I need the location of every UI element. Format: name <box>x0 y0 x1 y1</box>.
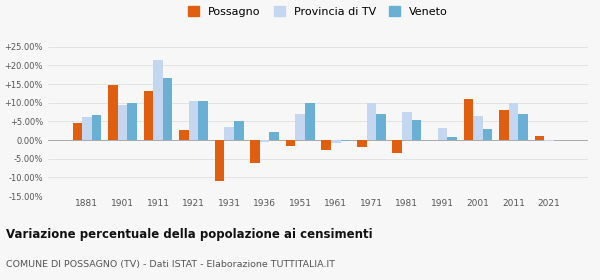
Bar <box>286 140 295 146</box>
Bar <box>357 140 367 148</box>
Bar <box>367 103 376 140</box>
Bar <box>73 123 82 140</box>
Bar <box>331 140 341 143</box>
Text: Variazione percentuale della popolazione ai censimenti: Variazione percentuale della popolazione… <box>6 228 373 241</box>
Bar <box>153 60 163 140</box>
Bar <box>464 99 473 140</box>
Bar <box>82 117 92 140</box>
Bar <box>437 128 447 140</box>
Bar <box>499 110 509 140</box>
Legend: Possagno, Provincia di TV, Veneto: Possagno, Provincia di TV, Veneto <box>184 1 452 21</box>
Bar <box>143 92 153 140</box>
Bar <box>376 114 386 140</box>
Bar <box>402 112 412 140</box>
Bar <box>127 103 137 140</box>
Bar <box>250 140 260 163</box>
Bar <box>92 115 101 140</box>
Bar <box>118 104 127 140</box>
Bar <box>234 121 244 140</box>
Bar <box>535 136 544 140</box>
Bar <box>473 116 483 140</box>
Bar <box>269 132 279 140</box>
Bar <box>544 140 554 141</box>
Bar <box>108 85 118 140</box>
Bar <box>199 101 208 140</box>
Bar <box>412 120 421 140</box>
Bar <box>305 103 314 140</box>
Bar <box>215 140 224 181</box>
Bar <box>392 140 402 153</box>
Bar <box>179 130 189 140</box>
Bar <box>260 140 269 142</box>
Bar <box>163 78 172 140</box>
Bar <box>447 137 457 140</box>
Bar <box>224 127 234 140</box>
Bar <box>509 103 518 140</box>
Bar <box>341 140 350 141</box>
Bar <box>189 101 199 140</box>
Text: COMUNE DI POSSAGNO (TV) - Dati ISTAT - Elaborazione TUTTITALIA.IT: COMUNE DI POSSAGNO (TV) - Dati ISTAT - E… <box>6 260 335 269</box>
Bar <box>322 140 331 150</box>
Bar <box>518 114 528 140</box>
Bar <box>295 114 305 140</box>
Bar <box>483 129 493 140</box>
